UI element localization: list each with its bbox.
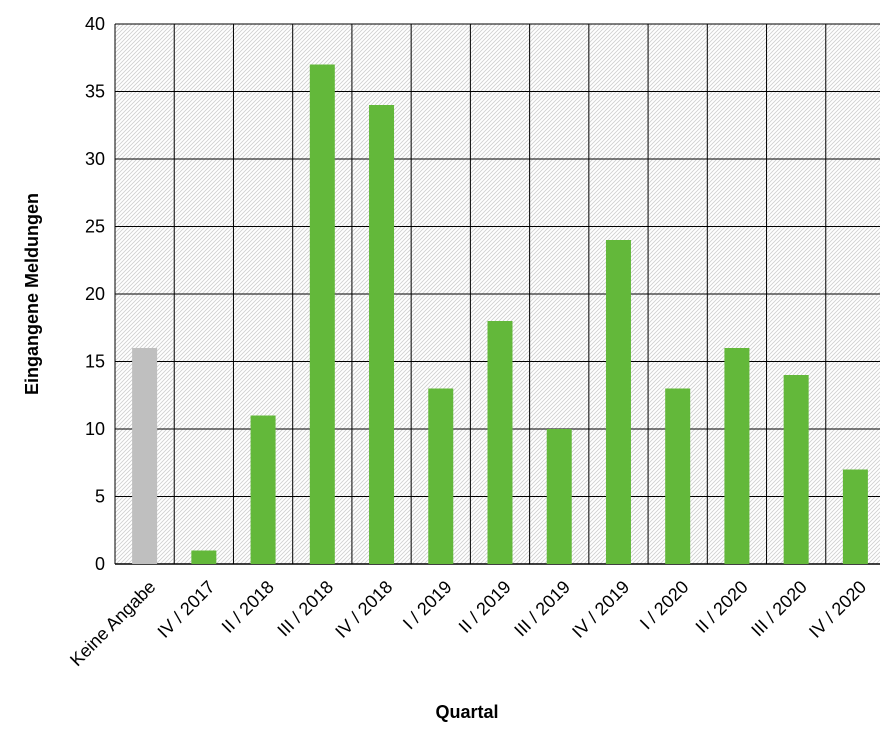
y-tick-label: 35 — [85, 82, 105, 102]
x-tick-label: III / 2019 — [510, 577, 574, 641]
x-tick-label: IV / 2020 — [805, 577, 870, 642]
y-tick-label: 0 — [95, 554, 105, 574]
bar — [132, 348, 158, 564]
bar — [309, 64, 335, 564]
y-tick-label: 10 — [85, 419, 105, 439]
bar — [191, 550, 217, 564]
x-tick-label: II / 2018 — [218, 577, 278, 637]
bar — [250, 415, 276, 564]
y-tick-label: 40 — [85, 14, 105, 34]
grid — [114, 23, 880, 565]
x-axis-title: Quartal — [435, 702, 498, 722]
x-tick-label: III / 2020 — [747, 577, 811, 641]
bars — [132, 64, 868, 564]
y-tick-label: 25 — [85, 217, 105, 237]
y-axis-ticks: 0 5 10 15 20 25 30 35 40 — [85, 14, 105, 574]
bar — [428, 388, 454, 564]
x-tick-label: IV / 2017 — [154, 577, 219, 642]
x-tick-label: II / 2020 — [692, 577, 752, 637]
bar — [842, 469, 868, 564]
bar — [546, 429, 572, 564]
x-tick-label: IV / 2019 — [568, 577, 633, 642]
x-tick-label: I / 2020 — [636, 577, 693, 634]
x-tick-label: IV / 2018 — [331, 577, 396, 642]
y-tick-label: 15 — [85, 352, 105, 372]
bar — [783, 375, 809, 564]
x-tick-label: II / 2019 — [455, 577, 515, 637]
bar — [369, 105, 395, 564]
y-tick-label: 20 — [85, 284, 105, 304]
bar — [487, 321, 513, 564]
y-axis-title: Eingangene Meldungen — [22, 193, 42, 395]
x-tick-label: I / 2019 — [399, 577, 456, 634]
x-tick-label: Keine Angabe — [66, 577, 159, 670]
y-tick-label: 5 — [95, 487, 105, 507]
y-tick-label: 30 — [85, 149, 105, 169]
x-tick-label: III / 2018 — [273, 577, 337, 641]
bar — [605, 240, 631, 564]
bar — [724, 348, 750, 564]
bar — [665, 388, 691, 564]
